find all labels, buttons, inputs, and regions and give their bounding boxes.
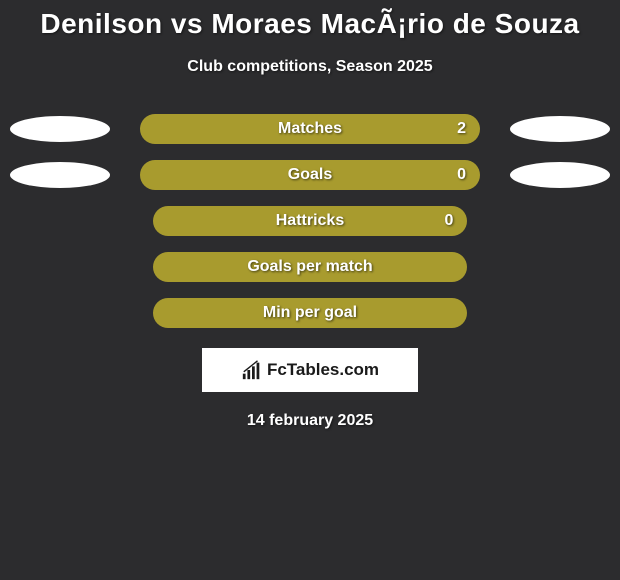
stat-row-matches: Matches 2 (0, 114, 620, 144)
stat-bar: Hattricks 0 (153, 206, 468, 236)
stat-label: Matches (278, 120, 342, 138)
stat-label: Goals per match (247, 258, 372, 276)
logo-content: FcTables.com (241, 360, 379, 380)
stat-row-goals: Goals 0 (0, 160, 620, 190)
stat-row-min-per-goal: Min per goal (0, 298, 620, 328)
right-player-marker (510, 116, 610, 142)
logo-box: FcTables.com (202, 348, 418, 392)
stat-label: Hattricks (276, 212, 344, 230)
stat-bar: Min per goal (153, 298, 468, 328)
logo-text: FcTables.com (267, 360, 379, 380)
stat-rows: Matches 2 Goals 0 Hattricks 0 Goals (0, 114, 620, 328)
stat-label: Goals (288, 166, 332, 184)
right-player-marker (510, 162, 610, 188)
stat-bar: Goals 0 (140, 160, 480, 190)
stat-value: 0 (445, 212, 454, 230)
bar-chart-icon (241, 360, 263, 380)
date-label: 14 february 2025 (0, 412, 620, 430)
stat-row-goals-per-match: Goals per match (0, 252, 620, 282)
stat-bar: Goals per match (153, 252, 468, 282)
stat-value: 0 (457, 166, 466, 184)
stat-row-hattricks: Hattricks 0 (0, 206, 620, 236)
page-title: Denilson vs Moraes MacÃ¡rio de Souza (0, 8, 620, 40)
stat-bar: Matches 2 (140, 114, 480, 144)
left-player-marker (10, 162, 110, 188)
stat-label: Min per goal (263, 304, 357, 322)
left-player-marker (10, 116, 110, 142)
comparison-infographic: Denilson vs Moraes MacÃ¡rio de Souza Clu… (0, 0, 620, 430)
stat-value: 2 (457, 120, 466, 138)
subtitle: Club competitions, Season 2025 (0, 58, 620, 76)
